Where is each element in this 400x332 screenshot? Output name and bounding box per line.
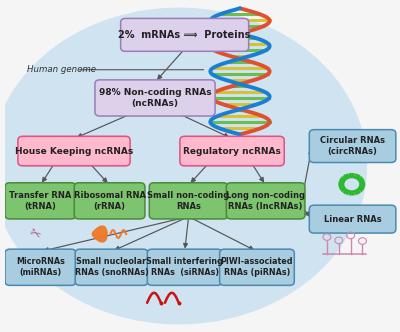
FancyBboxPatch shape: [180, 136, 284, 166]
Text: Regulatory ncRNAs: Regulatory ncRNAs: [183, 146, 281, 156]
Text: PIWI-associated
RNAs (piRNAs): PIWI-associated RNAs (piRNAs): [221, 257, 293, 277]
Text: Long non-coding
RNAs (lncRNAs): Long non-coding RNAs (lncRNAs): [226, 191, 305, 211]
Text: 2%  mRNAs ⟹  Proteins: 2% mRNAs ⟹ Proteins: [118, 30, 251, 40]
Text: Circular RNAs
(circRNAs): Circular RNAs (circRNAs): [320, 136, 385, 156]
FancyBboxPatch shape: [226, 183, 305, 219]
FancyBboxPatch shape: [149, 183, 228, 219]
FancyBboxPatch shape: [309, 205, 396, 233]
FancyBboxPatch shape: [5, 249, 76, 286]
Text: ✂: ✂: [26, 225, 43, 243]
FancyBboxPatch shape: [18, 136, 130, 166]
Text: 98% Non-coding RNAs
(ncRNAs): 98% Non-coding RNAs (ncRNAs): [99, 88, 211, 108]
FancyBboxPatch shape: [75, 249, 148, 286]
FancyBboxPatch shape: [121, 19, 249, 51]
FancyBboxPatch shape: [95, 80, 215, 116]
Text: Transfer RNA
(tRNA): Transfer RNA (tRNA): [9, 191, 72, 211]
FancyBboxPatch shape: [74, 183, 145, 219]
Text: Small interfering
RNAs  (siRNAs): Small interfering RNAs (siRNAs): [146, 257, 223, 277]
Text: House Keeping ncRNAs: House Keeping ncRNAs: [15, 146, 133, 156]
Circle shape: [0, 8, 366, 324]
FancyBboxPatch shape: [220, 249, 294, 286]
Text: Small nucleolar
RNAs (snoRNAs): Small nucleolar RNAs (snoRNAs): [75, 257, 148, 277]
Text: Linear RNAs: Linear RNAs: [324, 214, 381, 224]
Polygon shape: [92, 226, 107, 242]
Text: MicroRNAs
(miRNAs): MicroRNAs (miRNAs): [16, 257, 65, 277]
Text: Small non-coding
RNAs: Small non-coding RNAs: [148, 191, 230, 211]
FancyBboxPatch shape: [147, 249, 222, 286]
Text: Human genome: Human genome: [27, 65, 96, 74]
FancyBboxPatch shape: [5, 183, 76, 219]
FancyBboxPatch shape: [309, 129, 396, 163]
Text: Ribosomal RNA
(rRNA): Ribosomal RNA (rRNA): [74, 191, 146, 211]
